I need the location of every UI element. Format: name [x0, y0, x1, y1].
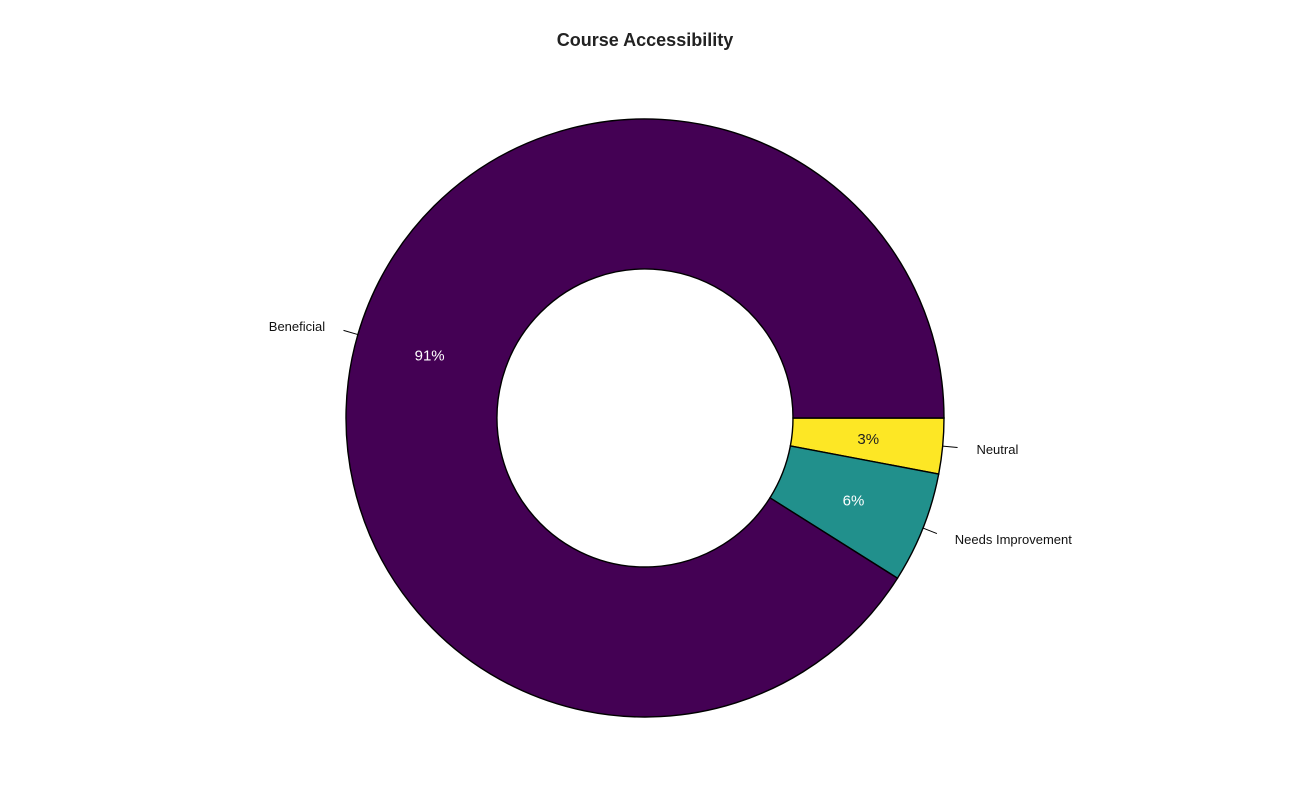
category-label-needs-improvement: Needs Improvement: [955, 532, 1072, 547]
label-tick-needs-improvement: [922, 527, 938, 535]
slice-beneficial: [345, 118, 945, 718]
label-tick-neutral: [942, 445, 958, 449]
percent-label-neutral: 3%: [857, 431, 879, 448]
slices-group: [345, 118, 945, 718]
percent-label-needs-improvement: 6%: [843, 493, 865, 510]
chart-title: Course Accessibility: [557, 30, 733, 50]
labels-group: 3% Neutral 6% Needs Improvement 91% Beneficia…: [269, 319, 1072, 547]
label-tick-beneficial: [343, 329, 359, 336]
category-label-beneficial: Beneficial: [269, 319, 325, 334]
category-label-neutral: Neutral: [976, 442, 1018, 457]
percent-label-beneficial: 91%: [415, 347, 445, 364]
